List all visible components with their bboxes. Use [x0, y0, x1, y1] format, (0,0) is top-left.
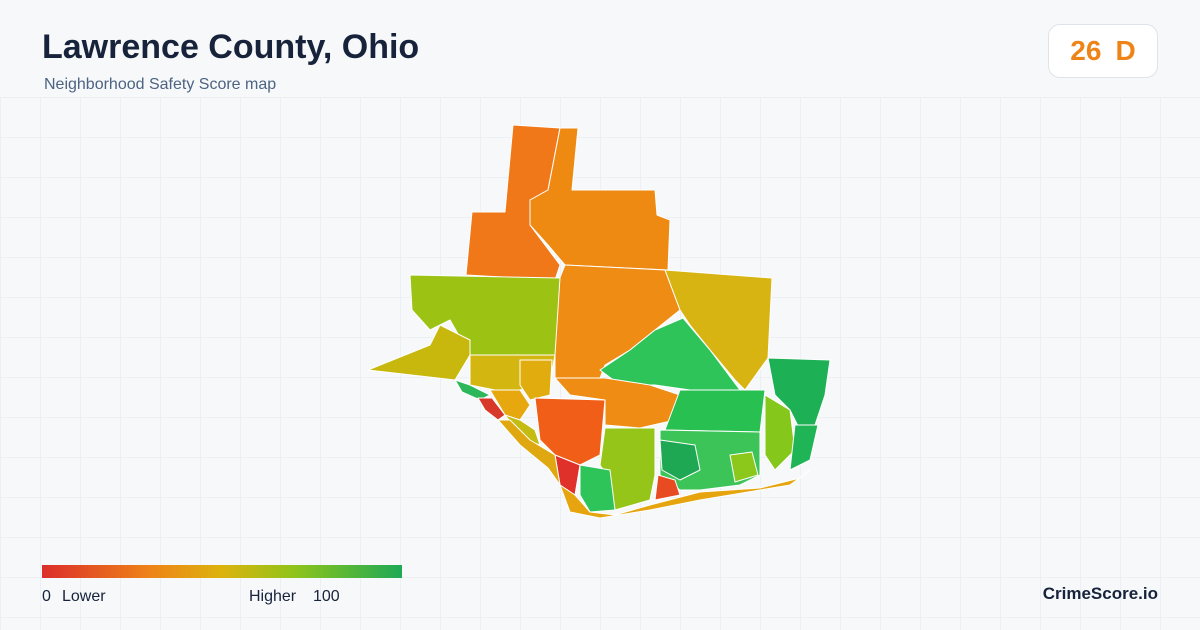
region	[497, 419, 561, 486]
legend-high-label: Higher	[249, 588, 297, 605]
region	[729, 451, 759, 483]
region	[477, 397, 506, 421]
score-grade: D	[1115, 35, 1136, 66]
legend-max: 100	[313, 588, 340, 605]
region	[764, 394, 796, 471]
region	[519, 359, 553, 401]
region	[599, 427, 656, 511]
region	[654, 474, 681, 501]
legend-min: 0	[42, 588, 51, 605]
region	[554, 377, 681, 429]
region	[664, 389, 766, 433]
title: Lawrence County, Ohio	[42, 28, 420, 66]
region	[559, 469, 811, 519]
region	[664, 269, 773, 391]
legend-gradient	[42, 565, 402, 578]
score-value: 26	[1070, 35, 1102, 66]
region	[489, 389, 531, 421]
county-regions	[367, 124, 831, 519]
region	[659, 439, 701, 481]
region	[789, 424, 819, 471]
brand: CrimeScore.io	[1042, 584, 1158, 603]
region	[579, 464, 616, 513]
subtitle: Neighborhood Safety Score map	[44, 76, 277, 93]
legend-low-label: Lower	[62, 588, 106, 605]
score-badge: 26 D	[1048, 24, 1158, 78]
